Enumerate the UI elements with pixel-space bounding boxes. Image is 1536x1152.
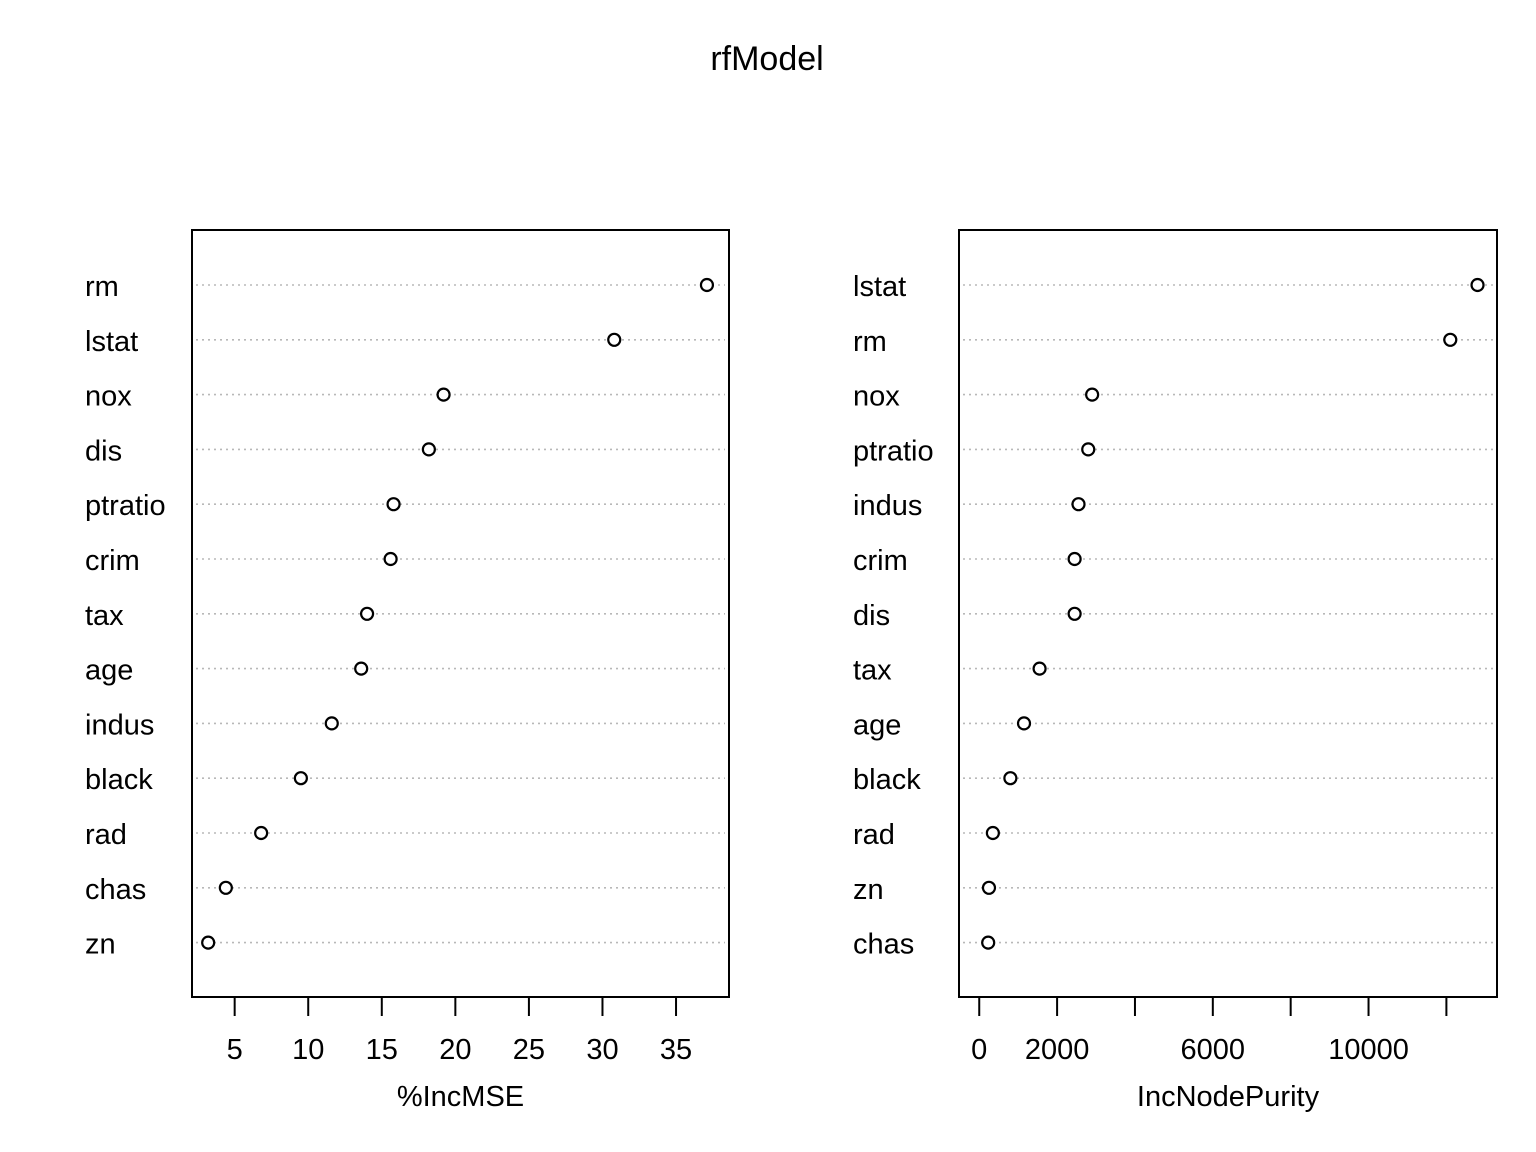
incnodepurity-var-label: crim [853,545,908,577]
incmse-var-label: rad [85,819,127,851]
incnodepurity-point [1067,551,1082,567]
incmse-var-label: dis [85,435,122,467]
chart-title: rfModel [710,40,823,78]
incnodepurity-var-label: dis [853,600,890,632]
incnodepurity-point [1016,716,1032,731]
incnodepurity-point [1443,332,1458,347]
incmse-x-tick-label: 10 [292,1034,324,1066]
incnodepurity-point [1067,606,1082,621]
incmse-var-label: crim [85,545,140,577]
incnodepurity-var-label: tax [853,655,892,687]
incmse-var-label: age [85,655,133,687]
incmse-var-label: black [85,764,153,796]
incnodepurity-point [1071,497,1086,512]
incmse-x-tick-label: 25 [513,1034,545,1066]
incmse-var-label: tax [85,600,124,632]
incmse-plot-frame [191,229,730,998]
panel-incnodepurity: lstat rm nox ptratio indus crim dis tax age black… [853,229,1498,1113]
incmse-point [383,551,398,567]
incmse-x-tick-label: 30 [586,1034,618,1066]
incnodepurity-var-label: nox [853,381,900,413]
incnodepurity-var-label: indus [853,490,922,522]
incnodepurity-x-tick-label: 0 [971,1034,987,1066]
incmse-x-tick-label: 20 [439,1034,471,1066]
incnodepurity-point [1085,387,1100,402]
incmse-point [359,606,375,621]
incnodepurity-x-tick-label: 10000 [1328,1034,1409,1066]
incnodepurity-point [1032,661,1047,676]
incnodepurity-point [981,880,997,895]
incmse-point [354,661,369,676]
incnodepurity-var-label: age [853,709,901,741]
incmse-point [201,935,216,950]
incmse-x-axis-label: %IncMSE [397,1081,524,1113]
incnodepurity-plot-frame [958,229,1498,998]
panel-incmse: rm lstat nox dis ptratio crim tax age indus black… [85,229,730,1113]
incnodepurity-var-label: zn [853,874,884,906]
incmse-point [421,442,436,457]
incmse-point [607,332,622,347]
incnodepurity-var-label: rad [853,819,895,851]
incmse-var-label: rm [85,271,119,303]
incmse-point [293,771,308,786]
incnodepurity-point [1470,277,1485,293]
incmse-var-label: ptratio [85,490,166,522]
incnodepurity-var-label: rm [853,326,887,358]
incnodepurity-point [1081,442,1096,457]
incnodepurity-point [985,825,1000,841]
incmse-point [436,387,451,402]
incmse-point [324,716,339,731]
incnodepurity-var-label: lstat [853,271,906,303]
incnodepurity-point [1003,771,1018,786]
incmse-x-tick-label: 15 [366,1034,398,1066]
incmse-var-label: indus [85,709,154,741]
incmse-point [254,825,269,841]
incmse-point [699,277,715,293]
incnodepurity-x-tick-label: 6000 [1181,1034,1246,1066]
incmse-x-tick-label: 35 [660,1034,692,1066]
incmse-var-label: lstat [85,326,138,358]
incnodepurity-var-label: ptratio [853,435,934,467]
incmse-point [386,497,401,512]
incmse-var-label: zn [85,929,116,961]
incmse-var-label: nox [85,381,132,413]
incnodepurity-var-label: chas [853,929,914,961]
incmse-var-label: chas [85,874,146,906]
incmse-x-tick-label: 5 [227,1034,243,1066]
incnodepurity-x-tick-label: 2000 [1025,1034,1090,1066]
incmse-point [218,880,233,895]
incnodepurity-point [981,935,996,950]
incnodepurity-x-axis-label: IncNodePurity [1137,1081,1320,1113]
incnodepurity-var-label: black [853,764,921,796]
